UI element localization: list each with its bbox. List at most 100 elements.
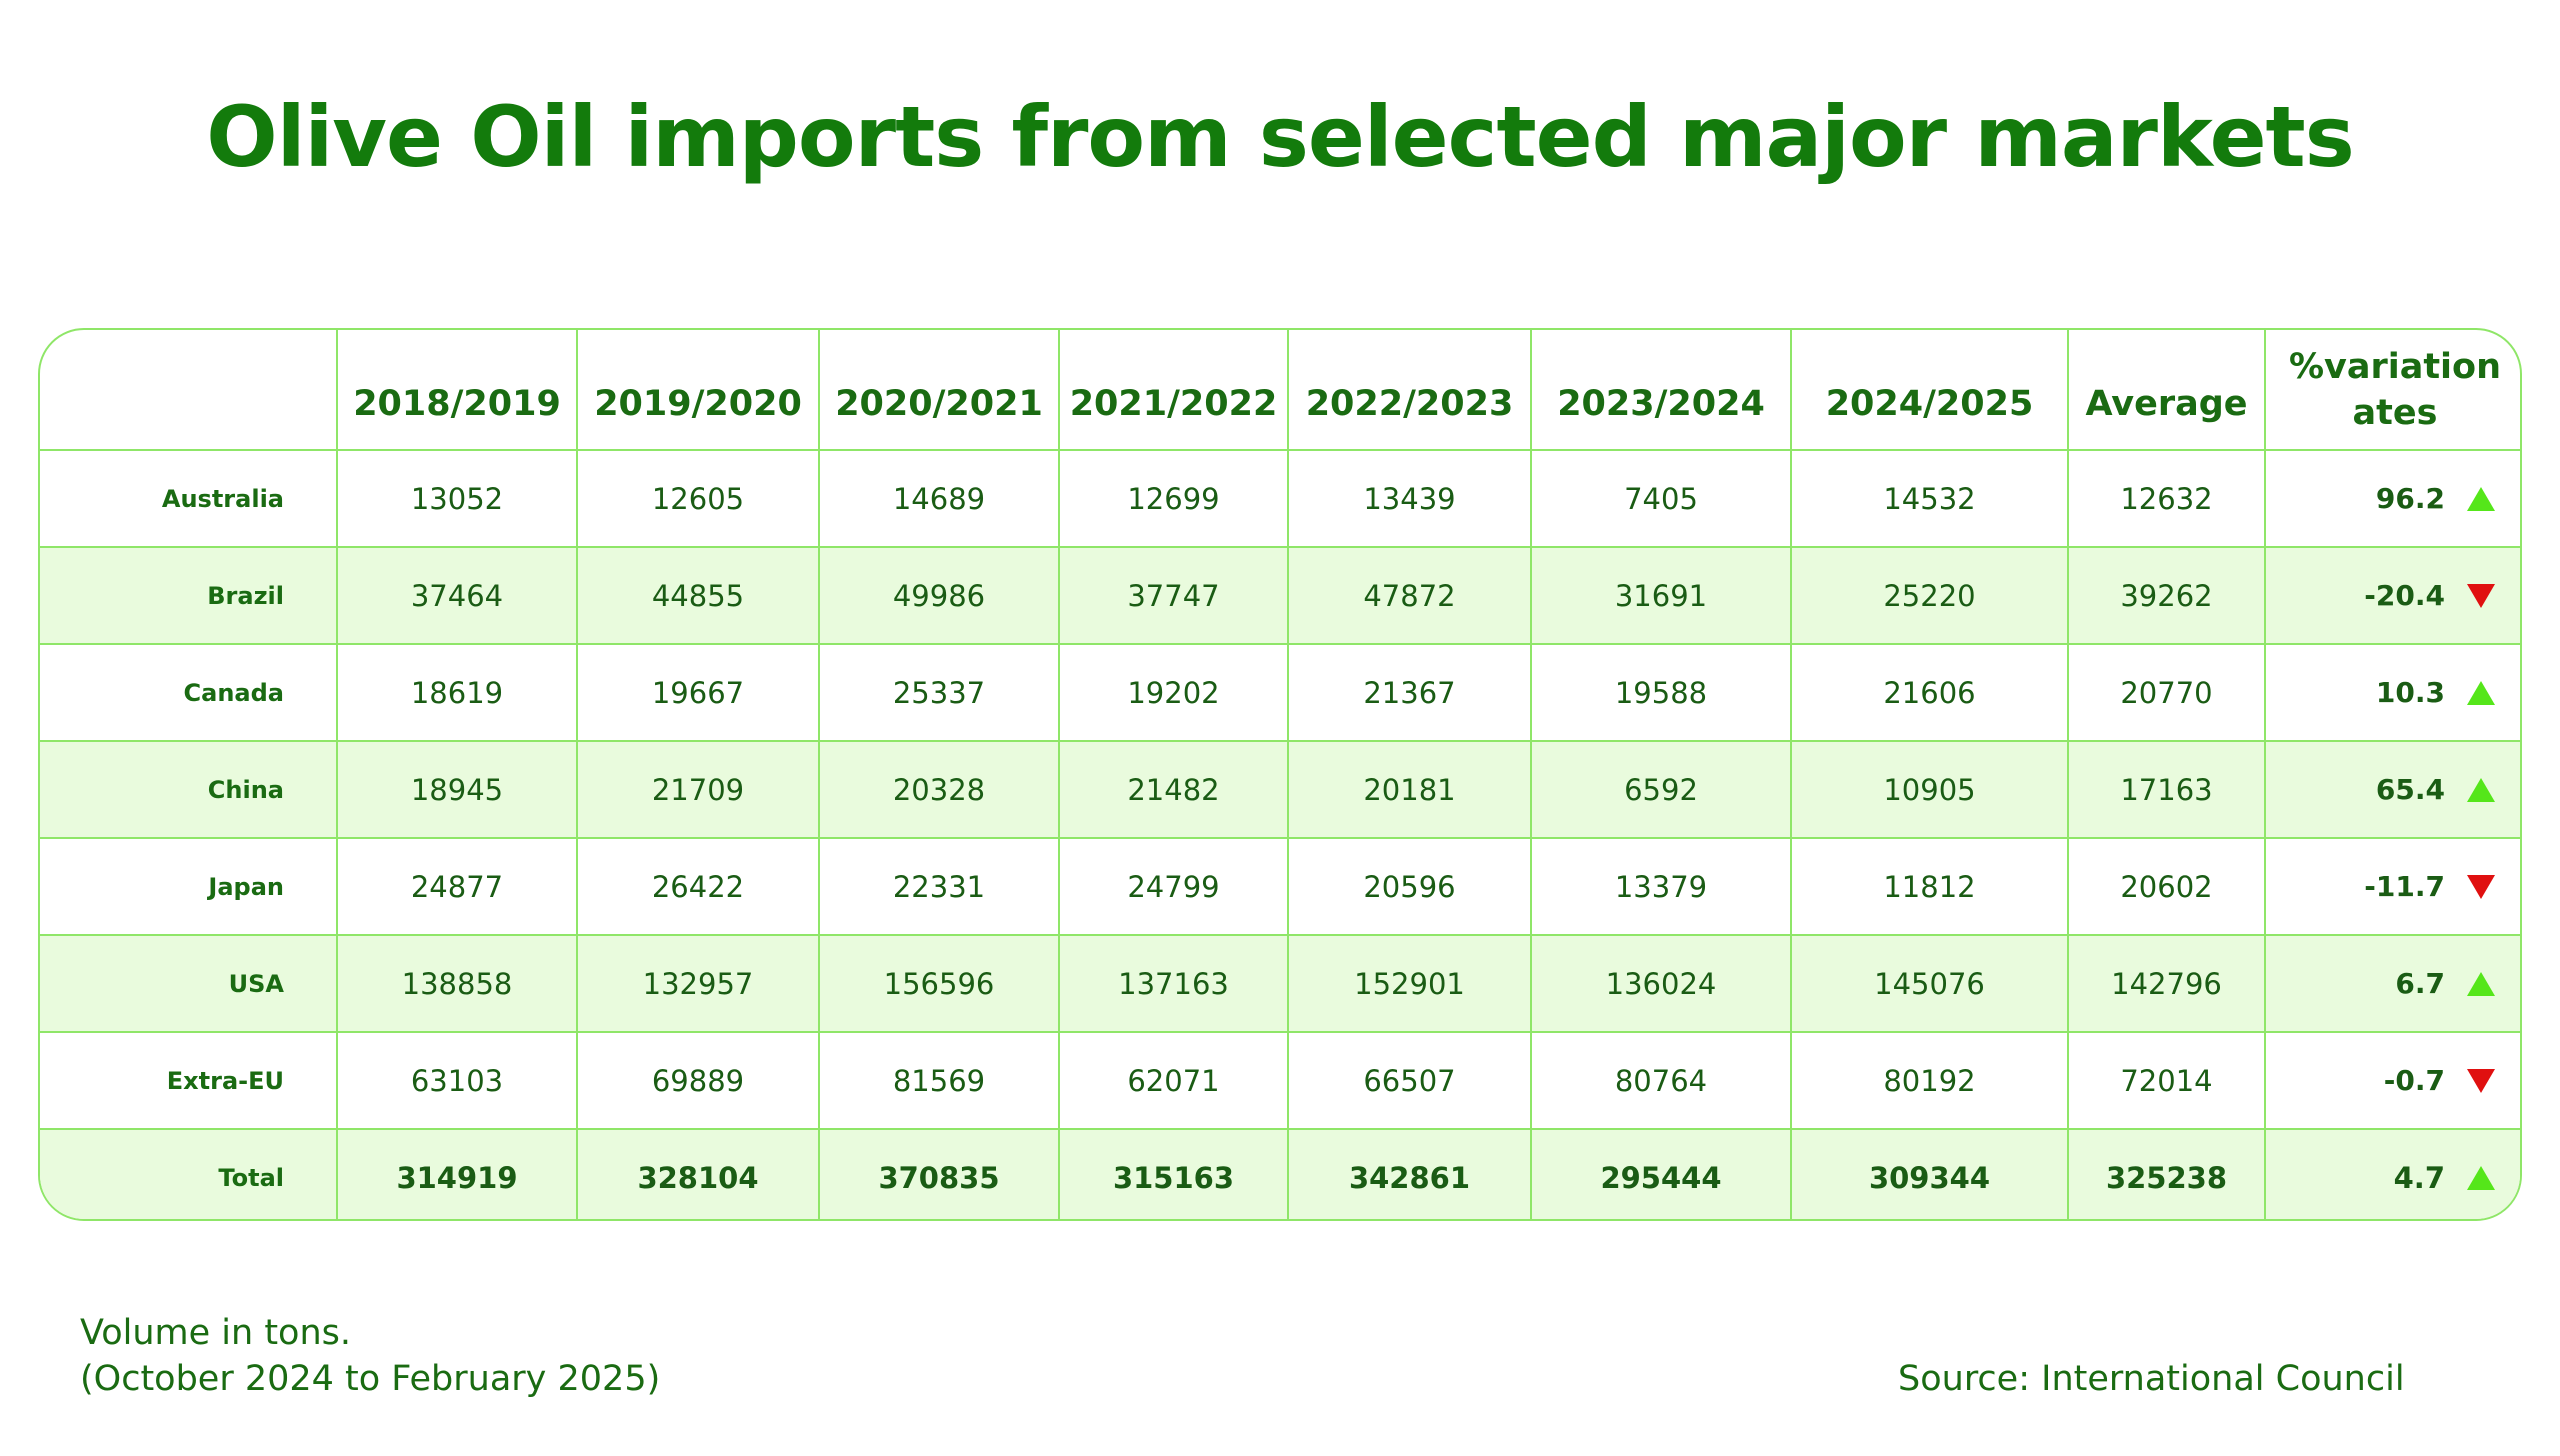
value-cell: 328104	[576, 1128, 820, 1219]
variation-cell: 6.7	[2264, 934, 2520, 1033]
variation-header-line: ates	[2352, 392, 2438, 433]
variation-cell: -0.7	[2264, 1031, 2520, 1130]
country-label: Australia	[40, 449, 338, 548]
value-cell: 132957	[576, 934, 820, 1033]
value-cell: 25220	[1790, 546, 2069, 645]
value-cell: 156596	[818, 934, 1060, 1033]
value-cell: 19667	[576, 643, 820, 742]
value-cell: 19202	[1058, 643, 1289, 742]
average-cell: 325238	[2067, 1128, 2266, 1219]
period-text: (October 2024 to February 2025)	[80, 1359, 661, 1399]
value-cell: 20596	[1287, 837, 1532, 936]
variation-column-header: %variation ates	[2264, 330, 2520, 451]
value-cell: 66507	[1287, 1031, 1532, 1130]
imports-table: 2018/2019 2019/2020 2020/2021 2021/2022 2022…	[40, 330, 2520, 1219]
value-cell: 12699	[1058, 449, 1289, 548]
value-cell: 145076	[1790, 934, 2069, 1033]
value-cell: 13052	[336, 449, 578, 548]
value-cell: 19588	[1530, 643, 1792, 742]
value-cell: 37747	[1058, 546, 1289, 645]
column-header: 2020/2021	[818, 330, 1060, 451]
value-cell: 80192	[1790, 1031, 2069, 1130]
country-label: Total	[40, 1128, 338, 1219]
value-cell: 18945	[336, 740, 578, 839]
average-cell: 20770	[2067, 643, 2266, 742]
triangle-up-icon	[2467, 486, 2495, 511]
column-header: 2024/2025	[1790, 330, 2069, 451]
variation-content: 65.4	[2305, 773, 2495, 806]
header-corner-cell	[40, 330, 338, 451]
variation-value: 65.4	[2375, 773, 2445, 806]
country-label: Brazil	[40, 546, 338, 645]
imports-table-container: 2018/2019 2019/2020 2020/2021 2021/2022 2022…	[38, 328, 2522, 1221]
value-cell: 22331	[818, 837, 1060, 936]
value-cell: 138858	[336, 934, 578, 1033]
variation-value: 96.2	[2375, 482, 2445, 515]
table-row: Extra-EU 63103 69889 81569 62071 66507 80764 80…	[40, 1031, 2520, 1130]
triangle-down-icon	[2467, 1068, 2495, 1093]
average-cell: 17163	[2067, 740, 2266, 839]
value-cell: 342861	[1287, 1128, 1532, 1219]
value-cell: 6592	[1530, 740, 1792, 839]
variation-cell: -20.4	[2264, 546, 2520, 645]
header-row: 2018/2019 2019/2020 2020/2021 2021/2022 2022…	[40, 330, 2520, 451]
country-label: China	[40, 740, 338, 839]
variation-value: -0.7	[2383, 1064, 2445, 1097]
column-header: 2019/2020	[576, 330, 820, 451]
variation-header-line: %variation	[2288, 346, 2502, 387]
country-label: Canada	[40, 643, 338, 742]
table-row: Brazil 37464 44855 49986 37747 47872 31691 2522…	[40, 546, 2520, 645]
value-cell: 63103	[336, 1031, 578, 1130]
triangle-up-icon	[2467, 680, 2495, 705]
variation-content: 96.2	[2305, 482, 2495, 515]
variation-cell: 10.3	[2264, 643, 2520, 742]
value-cell: 37464	[336, 546, 578, 645]
value-cell: 315163	[1058, 1128, 1289, 1219]
value-cell: 62071	[1058, 1031, 1289, 1130]
variation-value: 4.7	[2393, 1161, 2445, 1195]
value-cell: 11812	[1790, 837, 2069, 936]
value-cell: 20181	[1287, 740, 1532, 839]
average-cell: 72014	[2067, 1031, 2266, 1130]
triangle-down-icon	[2467, 874, 2495, 899]
source-text: Source: International Council	[1898, 1359, 2405, 1399]
value-cell: 14689	[818, 449, 1060, 548]
value-cell: 295444	[1530, 1128, 1792, 1219]
value-cell: 18619	[336, 643, 578, 742]
value-cell: 20328	[818, 740, 1060, 839]
value-cell: 10905	[1790, 740, 2069, 839]
country-label: Japan	[40, 837, 338, 936]
value-cell: 14532	[1790, 449, 2069, 548]
value-cell: 69889	[576, 1031, 820, 1130]
average-cell: 142796	[2067, 934, 2266, 1033]
variation-cell: -11.7	[2264, 837, 2520, 936]
table-row: Japan 24877 26422 22331 24799 20596 13379 11812…	[40, 837, 2520, 936]
average-cell: 39262	[2067, 546, 2266, 645]
triangle-up-icon	[2467, 971, 2495, 996]
country-label: Extra-EU	[40, 1031, 338, 1130]
variation-cell: 65.4	[2264, 740, 2520, 839]
value-cell: 26422	[576, 837, 820, 936]
country-label: USA	[40, 934, 338, 1033]
value-cell: 21709	[576, 740, 820, 839]
volume-note: Volume in tons. (October 2024 to Februar…	[80, 1310, 660, 1402]
value-cell: 21367	[1287, 643, 1532, 742]
variation-value: -11.7	[2364, 870, 2445, 903]
value-cell: 136024	[1530, 934, 1792, 1033]
column-header: Average	[2067, 330, 2266, 451]
value-cell: 81569	[818, 1031, 1060, 1130]
value-cell: 80764	[1530, 1031, 1792, 1130]
variation-cell: 96.2	[2264, 449, 2520, 548]
column-header: 2021/2022	[1058, 330, 1289, 451]
table-body: Australia 13052 12605 14689 12699 13439 7405 14…	[40, 449, 2520, 1219]
value-cell: 12605	[576, 449, 820, 548]
value-cell: 44855	[576, 546, 820, 645]
value-cell: 21606	[1790, 643, 2069, 742]
variation-value: 10.3	[2375, 676, 2445, 709]
variation-content: -11.7	[2305, 870, 2495, 903]
variation-cell: 4.7	[2264, 1128, 2520, 1219]
table-row: Australia 13052 12605 14689 12699 13439 7405 14…	[40, 449, 2520, 548]
variation-value: 6.7	[2395, 967, 2445, 1000]
value-cell: 24799	[1058, 837, 1289, 936]
value-cell: 314919	[336, 1128, 578, 1219]
